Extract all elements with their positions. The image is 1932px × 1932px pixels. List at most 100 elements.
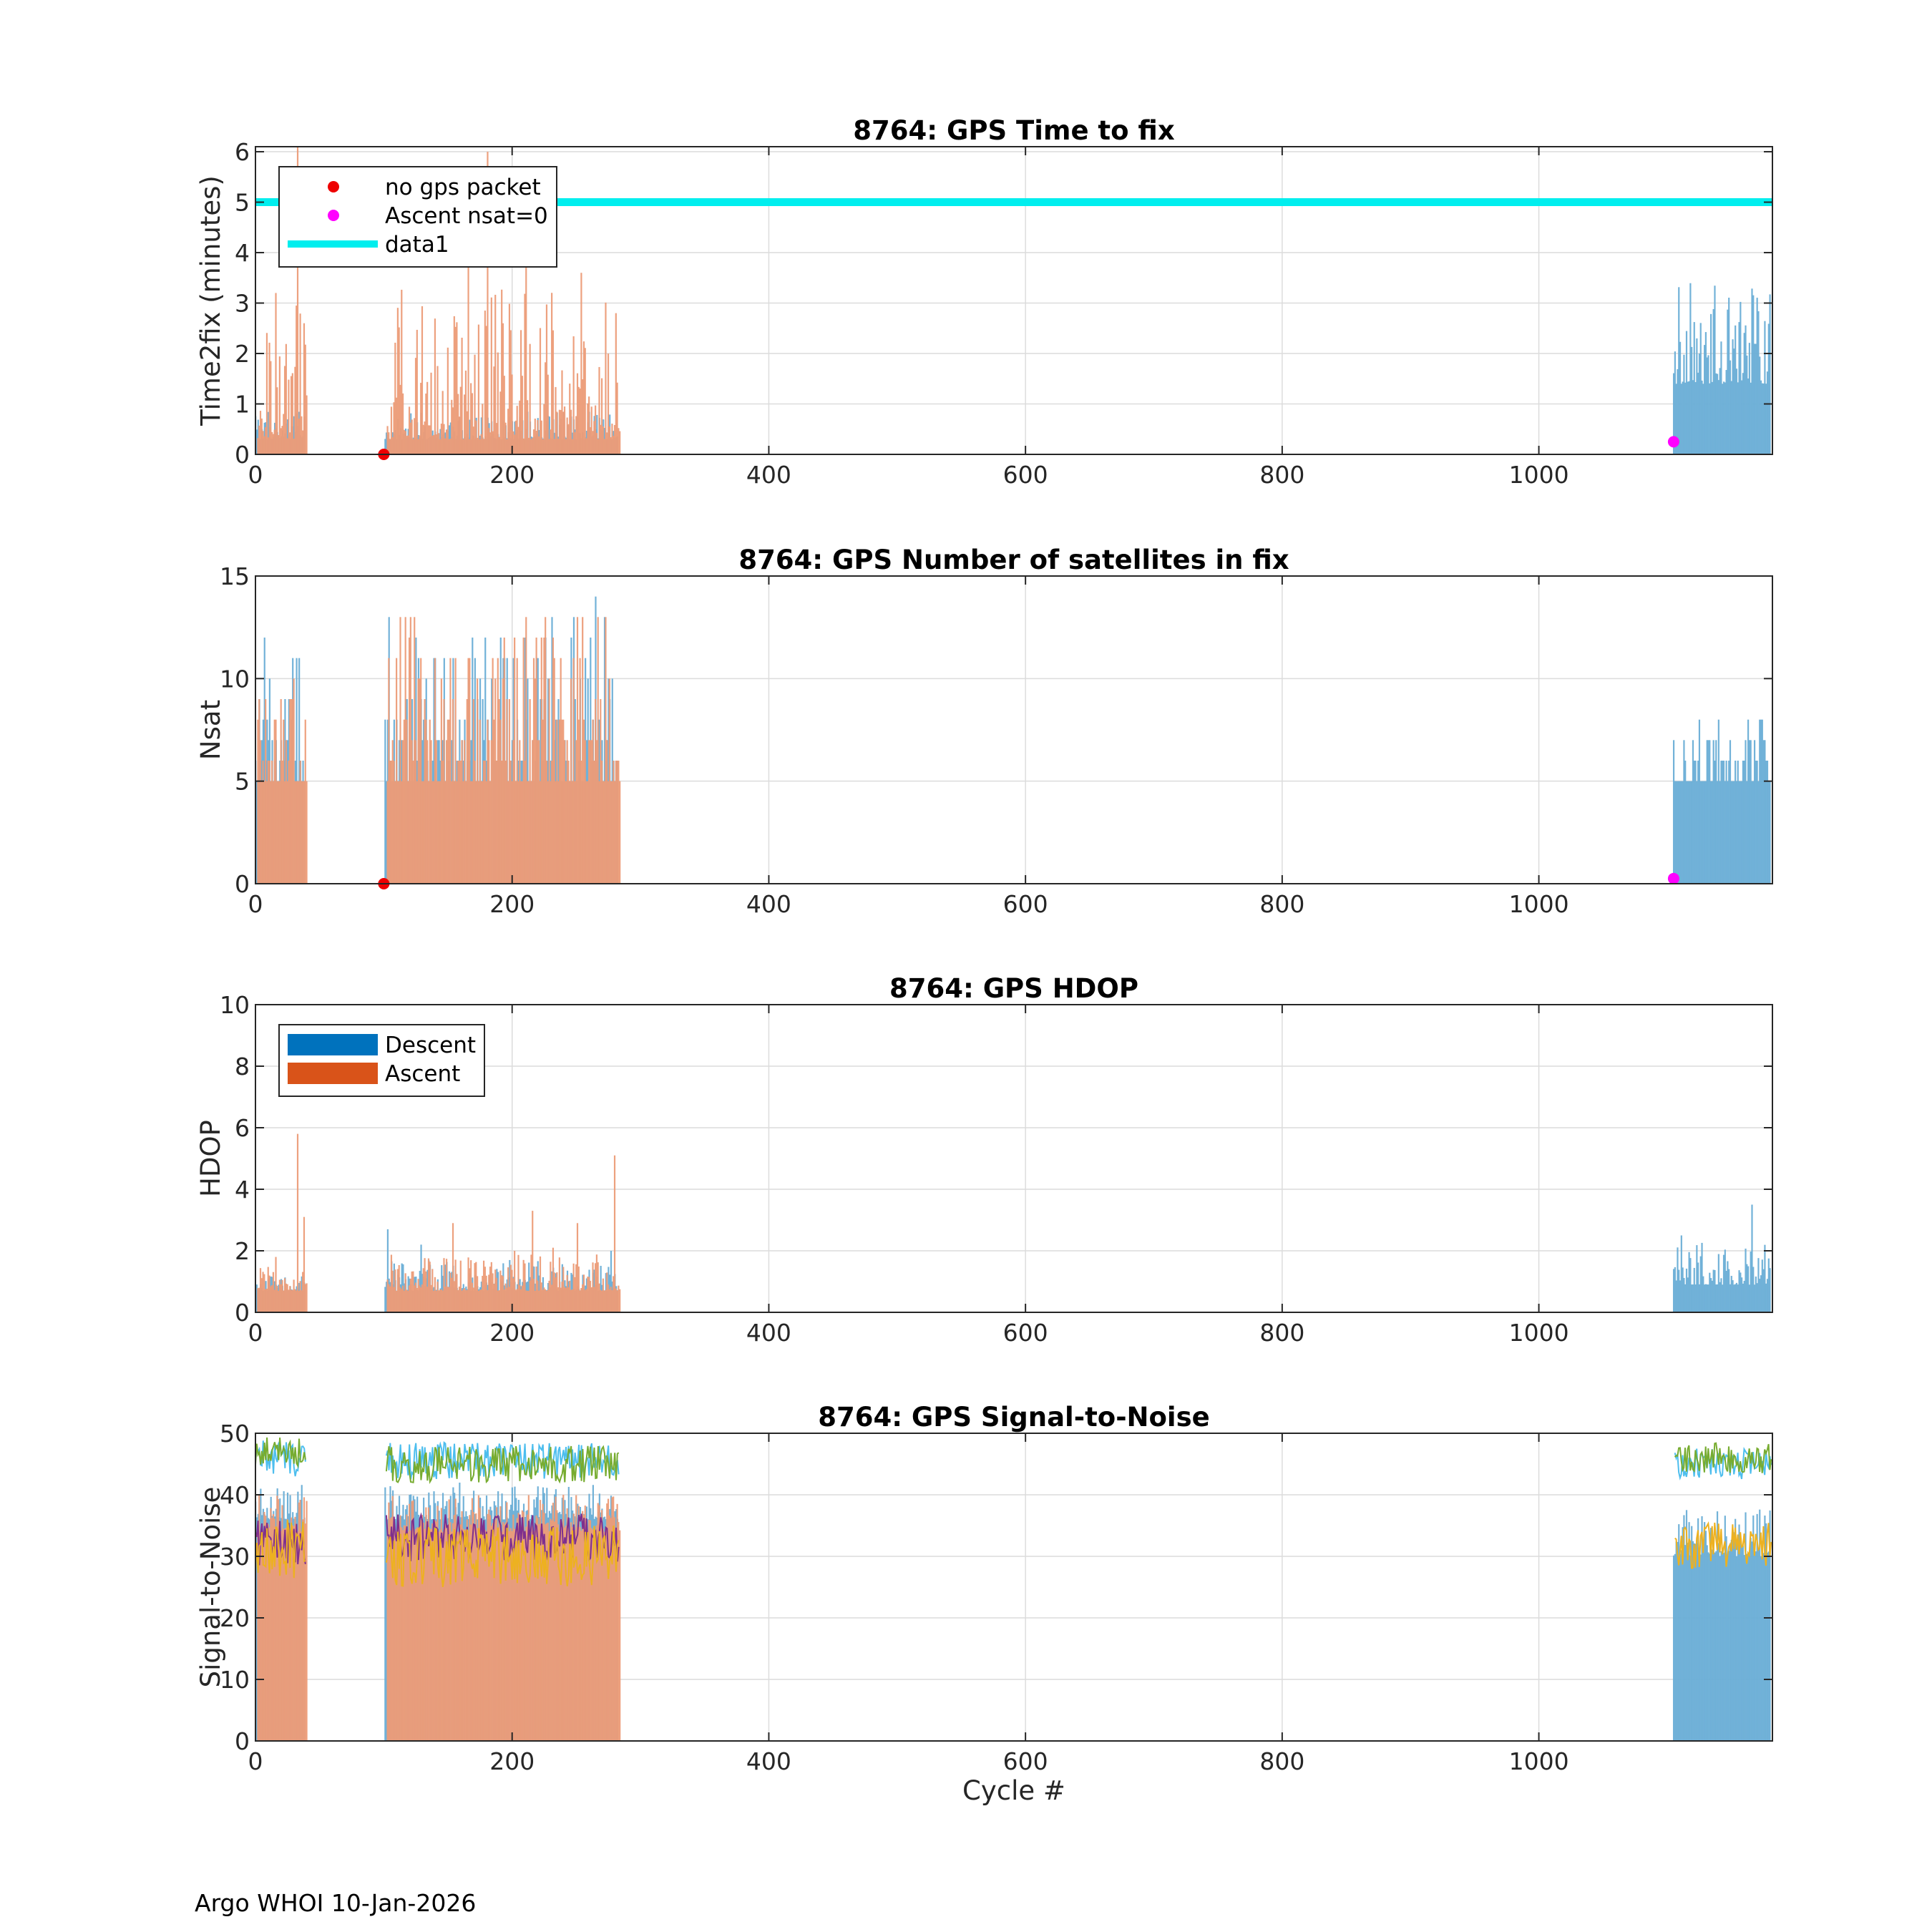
bar (602, 426, 604, 454)
bar (1678, 781, 1680, 884)
bar (474, 761, 476, 884)
bar (488, 740, 490, 884)
bar (524, 1531, 526, 1741)
bar (464, 740, 466, 884)
bar (441, 1290, 444, 1312)
bar (553, 658, 555, 884)
bar (447, 347, 449, 454)
bar (414, 617, 416, 884)
bar (538, 1523, 540, 1741)
bar (384, 719, 386, 884)
bar (283, 719, 285, 884)
bar (257, 419, 259, 454)
bar (565, 781, 567, 884)
bar (574, 1530, 576, 1741)
bar (427, 425, 430, 454)
bar (571, 781, 573, 884)
bar (1762, 740, 1765, 884)
bar (1699, 1256, 1702, 1312)
bar (414, 1285, 416, 1312)
bar (1747, 1555, 1750, 1741)
y-tick-label: 1 (235, 391, 250, 419)
bar (532, 658, 535, 884)
bar (306, 395, 308, 454)
bar (593, 421, 595, 454)
bar (471, 1498, 474, 1741)
bar (298, 1502, 300, 1741)
bar (526, 781, 529, 884)
bar (388, 1502, 390, 1741)
bar (598, 366, 600, 454)
bar (471, 781, 474, 884)
bar (511, 374, 513, 454)
bar (493, 719, 495, 884)
bar (290, 699, 293, 884)
bar (580, 273, 582, 454)
bar (543, 1512, 545, 1741)
bar (1682, 1267, 1684, 1312)
bar (304, 719, 306, 884)
chart-panel-1: 0 200 400 600 800 1000 0 1 2 3 4 5 6 8764: GPS Time t… (195, 115, 1773, 489)
bar (1722, 761, 1725, 884)
bar (1678, 1269, 1680, 1312)
x-tick-label: 1000 (1509, 890, 1569, 918)
bar (470, 383, 472, 454)
bar (529, 343, 531, 454)
bar (386, 781, 389, 884)
bar (597, 617, 599, 884)
bar (398, 781, 400, 884)
bar (589, 427, 592, 454)
bar (472, 1512, 474, 1741)
bar (475, 781, 477, 884)
bar (1684, 1545, 1687, 1741)
bar (458, 416, 461, 454)
bar (579, 388, 581, 454)
bar (1707, 355, 1709, 454)
bar (260, 1278, 263, 1312)
bar (281, 1505, 283, 1741)
x-tick-label: 0 (248, 461, 263, 489)
bar (1677, 781, 1679, 884)
bar (416, 781, 418, 884)
bar (461, 740, 463, 884)
bar (299, 1281, 301, 1312)
bar (615, 1531, 617, 1741)
bar (539, 1256, 542, 1312)
bar (259, 1531, 262, 1741)
bar (416, 329, 418, 454)
bar (304, 1523, 306, 1741)
bar (618, 428, 620, 454)
x-tick-label: 600 (1003, 1747, 1048, 1775)
bar (480, 781, 482, 884)
bar (391, 740, 394, 884)
bar (543, 638, 545, 884)
bar (570, 678, 572, 884)
bar (431, 781, 434, 884)
bar (296, 147, 299, 454)
bar (255, 781, 258, 884)
bar (403, 719, 405, 884)
bar (303, 323, 306, 454)
bar (1691, 1526, 1693, 1741)
bar (619, 431, 621, 454)
bar (516, 1518, 518, 1741)
bar (386, 1282, 388, 1312)
bar (1684, 1284, 1687, 1312)
footer-credit: Argo WHOI 10-Jan-2026 (195, 1889, 477, 1917)
bar (403, 429, 405, 454)
bar (296, 1530, 298, 1741)
bar (1719, 1556, 1721, 1741)
bar (456, 1531, 458, 1741)
bar (555, 386, 557, 454)
bar (1709, 383, 1711, 454)
x-tick-label: 200 (489, 1319, 535, 1347)
bar (487, 1513, 489, 1741)
bar (288, 1289, 290, 1312)
bar (401, 781, 403, 884)
bar (571, 1526, 573, 1741)
bar (489, 1267, 492, 1312)
bar (532, 1531, 535, 1741)
bar (1698, 1284, 1701, 1312)
bar (1722, 1254, 1725, 1312)
